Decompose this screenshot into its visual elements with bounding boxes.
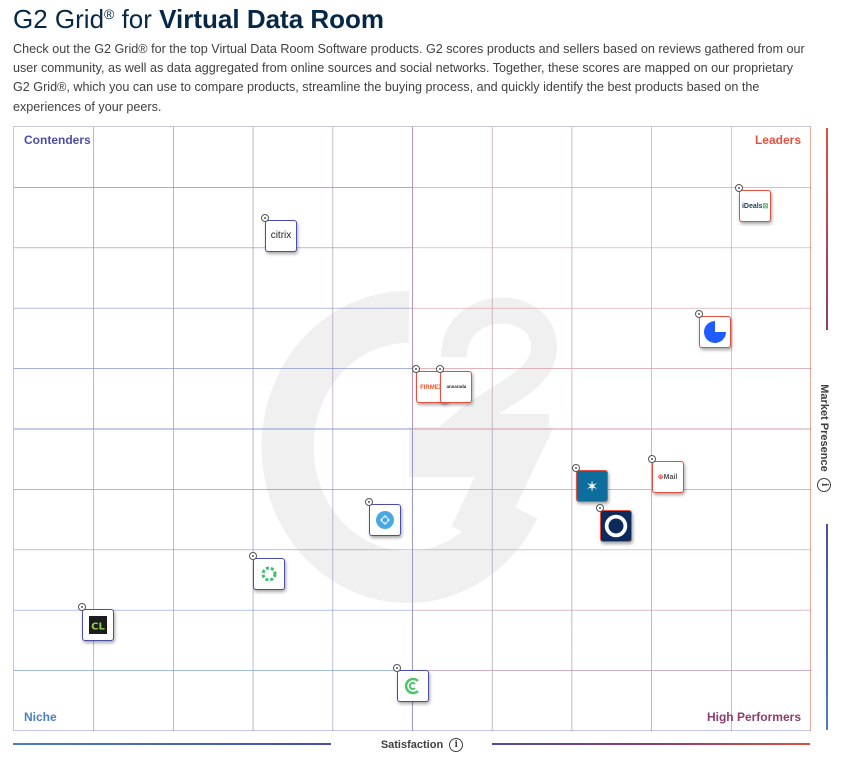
marker-pin-icon [436, 364, 445, 373]
satisfaction-axis-label[interactable]: Satisfaction i [352, 736, 492, 754]
product-marker-sharevault[interactable] [392, 663, 429, 702]
product-marker-caplinked[interactable]: ✶ [571, 464, 608, 503]
satisfaction-axis-line-right [492, 743, 810, 745]
title-for: for [114, 4, 160, 34]
product-marker-intralinks[interactable] [364, 497, 401, 536]
info-icon[interactable]: i [449, 738, 464, 752]
grid-description: Check out the G2 Grid® for the top Virtu… [13, 42, 805, 114]
marker-pin-icon [412, 364, 421, 373]
market-presence-axis-label[interactable]: Market Presence i [814, 374, 834, 502]
satisfaction-axis-line-left [13, 743, 331, 745]
title-registered-mark: ® [104, 6, 115, 22]
marker-pin-icon [695, 310, 704, 319]
product-marker-citrix[interactable]: citrix [260, 213, 297, 252]
product-marker-ideals[interactable]: iDeals⊠ [735, 183, 772, 222]
marker-pin-icon [260, 213, 269, 222]
marker-pin-icon [595, 503, 604, 512]
product-marker-mail[interactable]: ⊛Mail [647, 455, 684, 494]
quadrant-label-niche: Niche [24, 710, 57, 724]
quadrant-label-high-performers: High Performers [706, 710, 801, 724]
satisfaction-label-text: Satisfaction [380, 739, 444, 751]
marker-pin-icon [392, 663, 401, 672]
marker-pin-icon [249, 551, 258, 560]
svg-text:CL: CL [91, 622, 105, 633]
grid-lines [14, 127, 811, 731]
marker-pin-icon [364, 497, 373, 506]
market-presence-label-text: Market Presence [818, 384, 830, 472]
market-presence-axis-line-top [826, 128, 828, 330]
product-marker-smartroom[interactable] [249, 551, 286, 590]
product-marker-datasite[interactable] [695, 310, 732, 349]
title-category: Virtual Data Room [159, 4, 385, 34]
product-marker-onehub[interactable] [595, 503, 632, 542]
marker-pin-icon [571, 464, 580, 473]
page-title: G2 Grid® for Virtual Data Room [13, 4, 384, 34]
info-icon[interactable]: i [817, 477, 831, 492]
marker-pin-icon [647, 455, 656, 464]
g2-grid-chart: Contenders Leaders Niche High Performers… [13, 126, 811, 731]
product-marker-ansarada[interactable]: ansarada [436, 364, 473, 403]
market-presence-axis-line-bottom [826, 524, 828, 730]
svg-text:✶: ✶ [586, 478, 599, 496]
marker-pin-icon [77, 603, 86, 612]
title-prefix: G2 Grid [13, 4, 105, 34]
marker-pin-icon [735, 183, 744, 192]
quadrant-label-contenders: Contenders [24, 133, 91, 147]
product-marker-cl[interactable]: CL [77, 603, 114, 642]
quadrant-label-leaders: Leaders [754, 133, 801, 147]
